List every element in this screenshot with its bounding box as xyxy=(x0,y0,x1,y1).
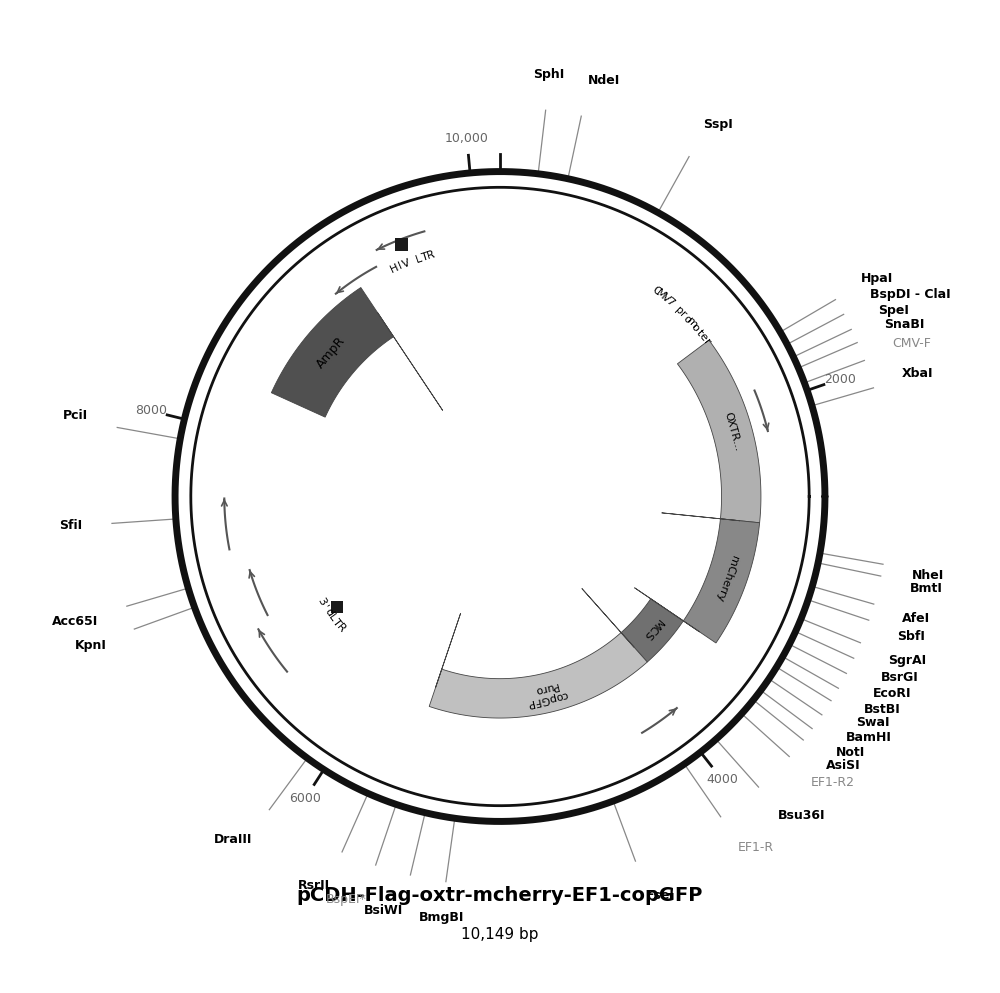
Text: r: r xyxy=(678,310,688,320)
Text: L: L xyxy=(414,253,423,265)
Text: EcoRI: EcoRI xyxy=(873,687,911,700)
Text: BspEI*: BspEI* xyxy=(325,893,366,906)
Text: pCDH-Flag-oxtr-mcherry-EF1-copGFP: pCDH-Flag-oxtr-mcherry-EF1-copGFP xyxy=(297,886,703,905)
Text: H: H xyxy=(389,262,401,275)
Text: EF1-R: EF1-R xyxy=(737,841,774,854)
Polygon shape xyxy=(634,588,700,632)
Polygon shape xyxy=(271,288,394,417)
Text: SbfI: SbfI xyxy=(897,630,925,642)
Text: XbaI: XbaI xyxy=(902,366,933,379)
Text: r: r xyxy=(701,338,712,347)
Text: o: o xyxy=(689,322,701,334)
Text: V: V xyxy=(401,257,412,269)
Text: SphI: SphI xyxy=(533,68,565,80)
Text: 10,000: 10,000 xyxy=(445,132,489,145)
Text: 2000: 2000 xyxy=(824,372,856,385)
Text: EF1-R2: EF1-R2 xyxy=(811,777,855,789)
Text: M: M xyxy=(654,288,668,302)
Text: C: C xyxy=(650,285,662,298)
Polygon shape xyxy=(662,512,740,520)
Text: NheI: NheI xyxy=(912,569,944,582)
Text: RsrII: RsrII xyxy=(298,879,330,892)
Text: e: e xyxy=(697,332,709,343)
Text: 7: 7 xyxy=(664,296,676,309)
Text: HpaI: HpaI xyxy=(861,272,893,285)
Polygon shape xyxy=(429,633,647,718)
Text: SgrAI: SgrAI xyxy=(888,653,926,667)
Text: NotI: NotI xyxy=(836,746,865,760)
Text: d: d xyxy=(323,607,335,619)
Text: R: R xyxy=(334,622,347,634)
Text: BamHI: BamHI xyxy=(846,732,892,745)
Text: BsrGI: BsrGI xyxy=(881,670,918,683)
Text: p: p xyxy=(673,305,685,317)
Text: Acc65I: Acc65I xyxy=(52,615,98,628)
Polygon shape xyxy=(677,341,761,522)
Text: BstBI: BstBI xyxy=(864,703,901,716)
Bar xyxy=(331,601,343,614)
Text: I: I xyxy=(397,261,404,271)
Text: BmtI: BmtI xyxy=(910,582,943,595)
Text: CMV-F: CMV-F xyxy=(892,337,931,351)
Text: 3: 3 xyxy=(316,596,328,607)
Text: SfiI: SfiI xyxy=(59,519,83,532)
Text: BsiWI: BsiWI xyxy=(364,904,404,917)
Polygon shape xyxy=(683,518,760,643)
Text: OXTR...: OXTR... xyxy=(722,411,743,453)
Bar xyxy=(395,237,408,250)
Text: SspI: SspI xyxy=(703,118,733,131)
Text: AmpR: AmpR xyxy=(314,335,348,371)
Text: NdeI: NdeI xyxy=(587,74,620,87)
Text: 4000: 4000 xyxy=(706,773,738,785)
Text: mCherry: mCherry xyxy=(714,554,740,603)
Text: T: T xyxy=(420,251,430,263)
Text: FseI: FseI xyxy=(646,889,675,902)
Text: SpeI: SpeI xyxy=(878,304,909,317)
Text: V: V xyxy=(659,292,672,305)
Text: t: t xyxy=(694,328,704,338)
Text: MCS: MCS xyxy=(640,617,664,642)
Polygon shape xyxy=(435,613,461,688)
Polygon shape xyxy=(582,589,634,647)
Text: KpnI: KpnI xyxy=(75,639,107,652)
Text: R: R xyxy=(426,249,436,261)
Text: T: T xyxy=(330,617,342,629)
Text: L: L xyxy=(327,613,338,624)
Polygon shape xyxy=(377,312,443,410)
Text: BmgBI: BmgBI xyxy=(419,911,464,923)
Text: 10,149 bp: 10,149 bp xyxy=(461,927,539,942)
Text: 6000: 6000 xyxy=(289,792,321,805)
Text: copGFP
Puro: copGFP Puro xyxy=(524,677,569,708)
Text: BspDI - ClaI: BspDI - ClaI xyxy=(870,288,950,301)
Text: m: m xyxy=(684,316,699,331)
Text: o: o xyxy=(681,313,693,325)
Text: AsiSI: AsiSI xyxy=(826,759,861,772)
Text: Bsu36I: Bsu36I xyxy=(778,809,826,822)
Text: SwaI: SwaI xyxy=(856,716,890,729)
Polygon shape xyxy=(621,599,683,662)
Text: SnaBI: SnaBI xyxy=(884,318,925,331)
Text: ': ' xyxy=(320,603,330,611)
Text: 8000: 8000 xyxy=(135,404,167,417)
Text: AfeI: AfeI xyxy=(902,613,930,626)
Text: PciI: PciI xyxy=(63,409,88,422)
Text: DraIII: DraIII xyxy=(213,833,252,846)
